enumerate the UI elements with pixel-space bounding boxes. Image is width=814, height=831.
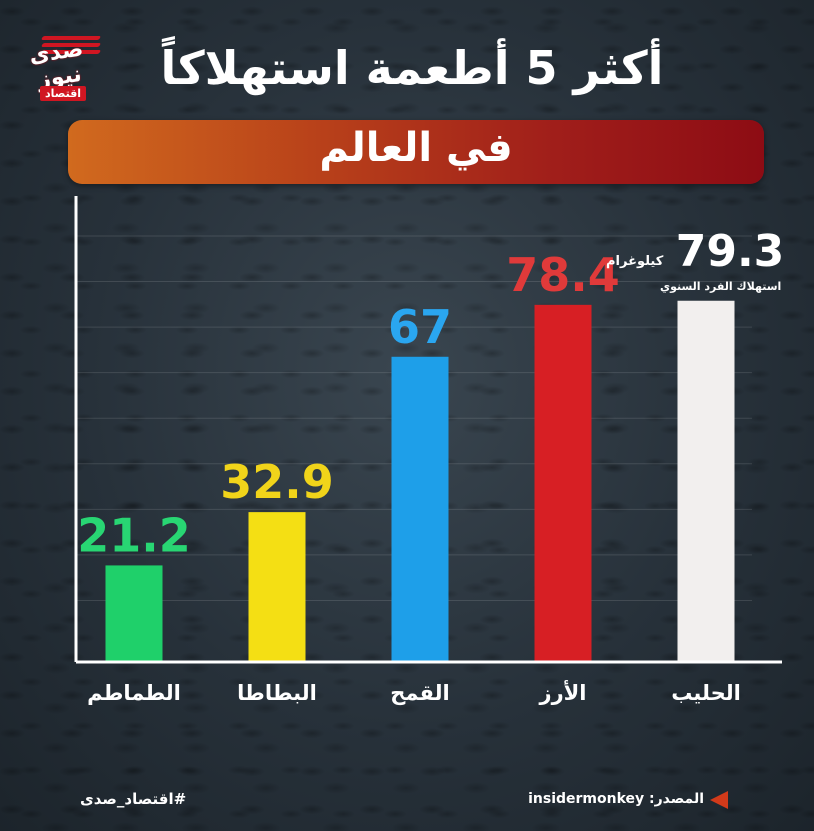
chart-value-labels: 79.3 78.4 67 32.9 21.2 [77, 226, 784, 562]
bar-5 [105, 565, 163, 662]
category-label-2: الأرز [538, 679, 586, 705]
brand-logo: صدى نيوز اقتصاد [12, 34, 104, 104]
chart-subtitle: في العالم [319, 125, 513, 171]
value-label-3: 67 [388, 300, 452, 354]
source-arrow-icon [710, 791, 728, 809]
category-label-1: الحليب [671, 681, 741, 705]
category-label-5: الطماطم [87, 681, 181, 705]
unit-label: كيلوغرام [606, 254, 664, 269]
value-label-1: 79.3 [676, 226, 785, 277]
category-label-4: البطاطا [237, 681, 317, 705]
value-label-4: 32.9 [220, 455, 334, 509]
footer-source: المصدر: insidermonkey [528, 791, 704, 807]
chart-category-labels: الحليب الأرز القمح البطاطا الطماطم [87, 679, 741, 705]
bar-3 [391, 356, 449, 662]
chart-bars [105, 300, 735, 662]
bar-2 [534, 304, 592, 662]
bar-1 [677, 300, 735, 662]
value-label-5: 21.2 [77, 508, 191, 562]
logo-section-tag: اقتصاد [40, 86, 87, 101]
bar-4 [248, 512, 306, 662]
measure-label: استهلاك الفرد السنوي [660, 280, 782, 293]
category-label-3: القمح [390, 681, 449, 705]
subtitle-banner: في العالم [68, 120, 764, 184]
value-label-2: 78.4 [506, 248, 620, 302]
footer-hashtag: #اقتصاد_صدى [80, 790, 187, 808]
chart-title: أكثر 5 أطعمة استهلاكاً [160, 41, 664, 95]
